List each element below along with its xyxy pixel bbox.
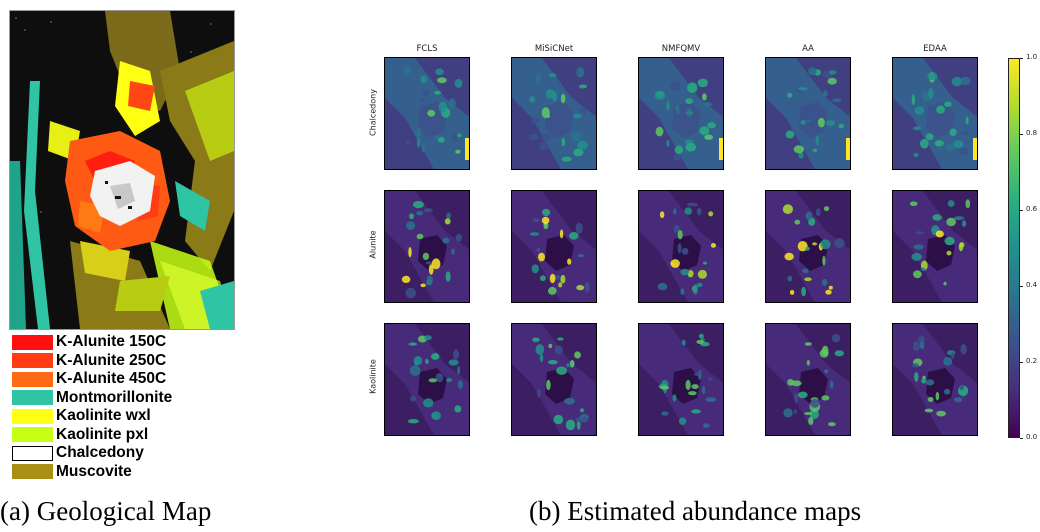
caption-abundance-maps: (b) Estimated abundance maps — [529, 496, 862, 526]
colorbar-tick-label: 0.4 — [1026, 281, 1038, 289]
geological-map-legend: K-Alunite 150C K-Alunite 250C K-Alunite … — [12, 333, 242, 481]
legend-label: K-Alunite 450C — [56, 370, 167, 388]
legend-label: Chalcedony — [56, 444, 144, 462]
abundance-map-panel — [511, 323, 597, 436]
legend-label: Kaolinite pxl — [56, 425, 149, 443]
legend-swatch — [12, 371, 53, 387]
colorbar-tick-mark — [1020, 134, 1023, 135]
legend-item: K-Alunite 250C — [12, 352, 242, 371]
legend-label: K-Alunite 150C — [56, 333, 167, 351]
abundance-map-panel — [638, 57, 724, 170]
colorbar-tick-mark — [1020, 362, 1023, 363]
abundance-map-panel — [384, 57, 470, 170]
colorbar-tick-label: 0.8 — [1026, 129, 1038, 137]
legend-item: Kaolinite pxl — [12, 426, 242, 445]
legend-swatch — [12, 334, 53, 350]
legend-item: K-Alunite 150C — [12, 333, 242, 352]
legend-swatch — [12, 390, 53, 406]
colorbar-tick-mark — [1020, 210, 1023, 211]
colorbar-tick-label: 0.6 — [1026, 205, 1038, 213]
colorbar — [1008, 58, 1020, 438]
legend-item: Kaolinite wxl — [12, 407, 242, 426]
legend-swatch — [12, 408, 53, 424]
caption-geological-map: (a) Geological Map — [0, 496, 212, 526]
colorbar-tick-mark — [1020, 286, 1023, 287]
geological-map-image — [9, 10, 235, 330]
abundance-map-panel — [765, 323, 851, 436]
legend-swatch — [12, 445, 53, 461]
abundance-map-panel — [511, 57, 597, 170]
abundance-map-panel — [511, 190, 597, 303]
abundance-map-panel — [638, 323, 724, 436]
colorbar-tick-mark — [1020, 438, 1023, 439]
legend-swatch — [12, 464, 53, 480]
geological-map-drawing — [10, 11, 234, 329]
legend-swatch — [12, 353, 53, 369]
colorbar-tick-label: 0.0 — [1026, 433, 1038, 441]
abundance-map-panel — [384, 323, 470, 436]
column-title: NMFQMV — [661, 44, 701, 54]
abundance-map-panel — [892, 57, 978, 170]
legend-item: Montmorillonite — [12, 389, 242, 408]
abundance-map-panel — [765, 57, 851, 170]
legend-label: Montmorillonite — [56, 388, 173, 406]
column-title: EDAA — [923, 44, 947, 54]
row-label: Chalcedony — [368, 89, 378, 136]
column-title: AA — [802, 44, 814, 54]
legend-item: Chalcedony — [12, 444, 242, 463]
colorbar-tick-label: 1.0 — [1026, 53, 1038, 61]
legend-swatch — [12, 427, 53, 443]
legend-label: K-Alunite 250C — [56, 351, 167, 369]
legend-item: Muscovite — [12, 463, 242, 482]
column-title: FCLS — [416, 44, 438, 54]
colorbar-tick-label: 0.2 — [1026, 357, 1038, 365]
colorbar-tick-mark — [1020, 58, 1023, 59]
legend-item: K-Alunite 450C — [12, 370, 242, 389]
abundance-map-panel — [892, 190, 978, 303]
abundance-map-panel — [638, 190, 724, 303]
legend-label: Muscovite — [56, 462, 132, 480]
column-title: MiSiCNet — [534, 44, 574, 54]
abundance-map-panel — [765, 190, 851, 303]
legend-label: Kaolinite wxl — [56, 407, 151, 425]
row-label: Alunite — [368, 230, 378, 259]
abundance-map-panel — [384, 190, 470, 303]
row-label: Kaolinite — [368, 359, 378, 394]
abundance-map-panel — [892, 323, 978, 436]
